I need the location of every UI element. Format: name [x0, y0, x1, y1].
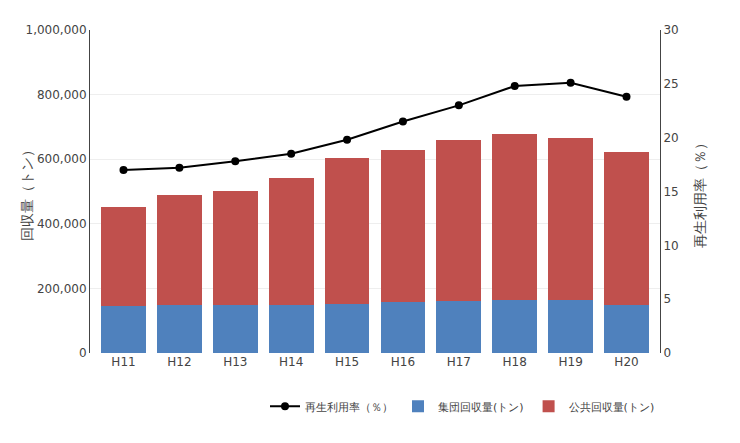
svg-text:400,000: 400,000 — [37, 217, 87, 231]
svg-text:10: 10 — [663, 239, 678, 253]
svg-text:600,000: 600,000 — [37, 152, 87, 166]
svg-text:H20: H20 — [614, 355, 638, 369]
svg-text:15: 15 — [663, 185, 678, 199]
svg-text:回収量（トン）: 回収量（トン） — [19, 143, 35, 241]
svg-text:再生利用率（％）: 再生利用率（％） — [305, 401, 393, 414]
svg-text:1,000,000: 1,000,000 — [26, 23, 87, 37]
svg-text:集団回収量(トン): 集団回収量(トン) — [438, 401, 524, 414]
svg-text:H18: H18 — [503, 355, 527, 369]
svg-text:H14: H14 — [279, 355, 303, 369]
svg-text:公共回収量(トン): 公共回収量(トン) — [569, 401, 655, 414]
svg-text:30: 30 — [663, 23, 678, 37]
svg-text:H17: H17 — [447, 355, 471, 369]
svg-text:20: 20 — [663, 131, 678, 145]
svg-text:25: 25 — [663, 77, 678, 91]
svg-text:再生利用率（％）: 再生利用率（％） — [692, 136, 708, 248]
svg-text:0: 0 — [663, 346, 671, 360]
svg-text:5: 5 — [663, 292, 671, 306]
svg-text:H12: H12 — [167, 355, 191, 369]
svg-text:0: 0 — [79, 346, 87, 360]
svg-text:H19: H19 — [558, 355, 582, 369]
svg-text:H16: H16 — [391, 355, 415, 369]
svg-text:800,000: 800,000 — [37, 88, 87, 102]
svg-text:H13: H13 — [223, 355, 247, 369]
svg-text:200,000: 200,000 — [37, 282, 87, 296]
svg-text:H11: H11 — [111, 355, 135, 369]
svg-text:H15: H15 — [335, 355, 359, 369]
